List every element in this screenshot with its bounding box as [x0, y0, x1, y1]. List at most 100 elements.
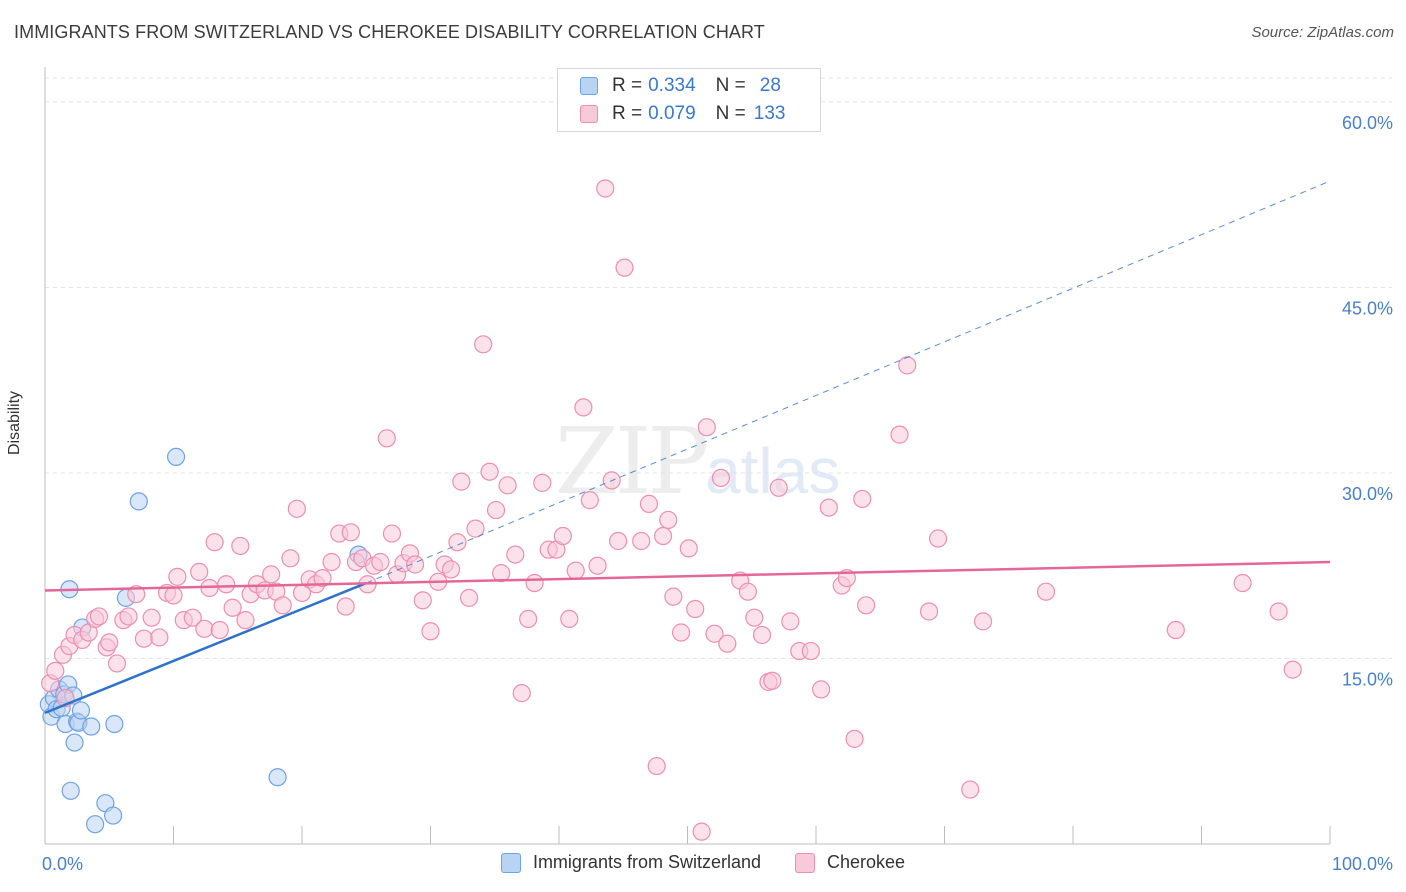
point-cherokee	[205, 533, 224, 552]
point-cherokee	[413, 591, 432, 610]
point-cherokee	[845, 729, 864, 748]
point-cherokee	[588, 556, 607, 575]
point-cherokee	[459, 588, 479, 607]
legend-r-value: 0.079	[648, 103, 696, 124]
point-cherokee	[718, 634, 737, 653]
point-cherokee	[371, 552, 390, 572]
legend-n-label: N =	[715, 103, 746, 124]
point-cherokee	[664, 587, 683, 606]
point-switzerland	[104, 806, 123, 825]
point-cherokee	[671, 623, 691, 642]
watermark-sub: atlas	[705, 435, 841, 507]
point-cherokee	[1166, 620, 1185, 640]
point-cherokee	[127, 585, 146, 604]
point-cherokee	[553, 526, 572, 546]
point-cherokee	[1269, 602, 1288, 621]
series-legend-label: Cherokee	[827, 852, 906, 872]
point-cherokee	[752, 625, 772, 645]
y-tick-label: 30.0%	[1342, 484, 1393, 504]
point-cherokee	[928, 529, 948, 548]
point-cherokee	[183, 608, 202, 627]
point-cherokee	[262, 565, 281, 584]
trendline-switzerland	[44, 581, 367, 715]
series-legend-label: Immigrants from Switzerland	[532, 852, 761, 872]
chart-title: IMMIGRANTS FROM SWITZERLAND VS CHEROKEE …	[14, 22, 765, 42]
legend-r-label: R =	[612, 75, 643, 96]
x-tick-label-min: 0.0%	[42, 854, 83, 874]
point-cherokee	[632, 531, 651, 551]
point-cherokee	[1233, 573, 1252, 593]
point-cherokee	[973, 612, 993, 631]
point-cherokee	[382, 524, 402, 543]
point-switzerland	[65, 733, 84, 752]
legend-r-value: 0.334	[648, 75, 696, 96]
point-switzerland	[268, 768, 287, 787]
point-cherokee	[686, 599, 705, 619]
point-cherokee	[898, 356, 917, 375]
trendline-extension-switzerland	[366, 180, 1331, 584]
series-legend-item-cherokee: Cherokee	[795, 852, 905, 873]
point-cherokee	[653, 526, 673, 546]
point-cherokee	[574, 398, 593, 417]
point-cherokee	[492, 564, 511, 583]
point-cherokee	[217, 575, 236, 594]
point-cherokee	[313, 568, 332, 588]
point-cherokee	[738, 582, 757, 601]
point-cherokee	[560, 609, 579, 629]
legend-row-cherokee: R = 0.079 N = 133	[580, 101, 785, 127]
point-cherokee	[659, 510, 678, 530]
point-cherokee	[377, 429, 396, 448]
point-cherokee	[506, 545, 525, 564]
point-cherokee	[190, 562, 209, 582]
point-cherokee	[525, 573, 544, 593]
point-cherokee	[705, 624, 724, 643]
series-legend-swatch-switzerland	[500, 852, 521, 873]
legend-n-value: 28	[759, 75, 781, 96]
point-cherokee	[142, 608, 161, 627]
point-cherokee	[498, 476, 517, 495]
point-cherokee	[474, 335, 493, 354]
point-switzerland	[166, 447, 186, 466]
point-cherokee	[919, 602, 939, 621]
point-cherokee	[769, 478, 788, 497]
y-tick-label: 60.0%	[1342, 113, 1393, 133]
point-cherokee	[273, 596, 292, 615]
point-cherokee	[853, 489, 872, 509]
point-cherokee	[452, 472, 471, 491]
point-cherokee	[119, 607, 138, 626]
point-cherokee	[210, 620, 229, 640]
point-cherokee	[480, 462, 499, 481]
watermark: ZIPatlas	[555, 408, 840, 515]
point-cherokee	[647, 756, 666, 776]
point-cherokee	[819, 498, 838, 517]
point-cherokee	[596, 179, 615, 198]
point-cherokee	[421, 622, 440, 641]
point-switzerland	[71, 701, 91, 720]
trendline-cherokee	[44, 560, 1331, 592]
point-cherokee	[533, 473, 552, 492]
point-switzerland	[82, 717, 101, 736]
point-cherokee	[281, 549, 300, 568]
point-cherokee	[405, 555, 425, 574]
point-cherokee	[692, 822, 711, 841]
legend-n-value: 133	[753, 103, 786, 124]
point-cherokee	[679, 539, 698, 558]
x-tick-label-max: 100.0%	[1332, 854, 1393, 874]
point-cherokee	[195, 619, 214, 638]
point-cherokee	[100, 633, 119, 652]
chart-source: Source: ZipAtlas.com	[1251, 24, 1394, 41]
point-switzerland	[105, 714, 124, 734]
point-cherokee	[890, 425, 909, 444]
legend-box: R = 0.334 N = 28 R = 0.079 N = 133	[557, 68, 821, 132]
point-cherokee	[812, 680, 831, 699]
point-cherokee	[697, 418, 716, 437]
point-cherokee	[961, 780, 980, 799]
series-legend: Immigrants from Switzerland Cherokee	[0, 852, 1406, 873]
point-cherokee	[448, 533, 467, 552]
point-cherokee	[322, 552, 341, 572]
point-switzerland	[61, 781, 80, 800]
point-cherokee	[801, 641, 820, 661]
legend-swatch-switzerland	[580, 77, 598, 95]
point-cherokee	[519, 609, 538, 629]
